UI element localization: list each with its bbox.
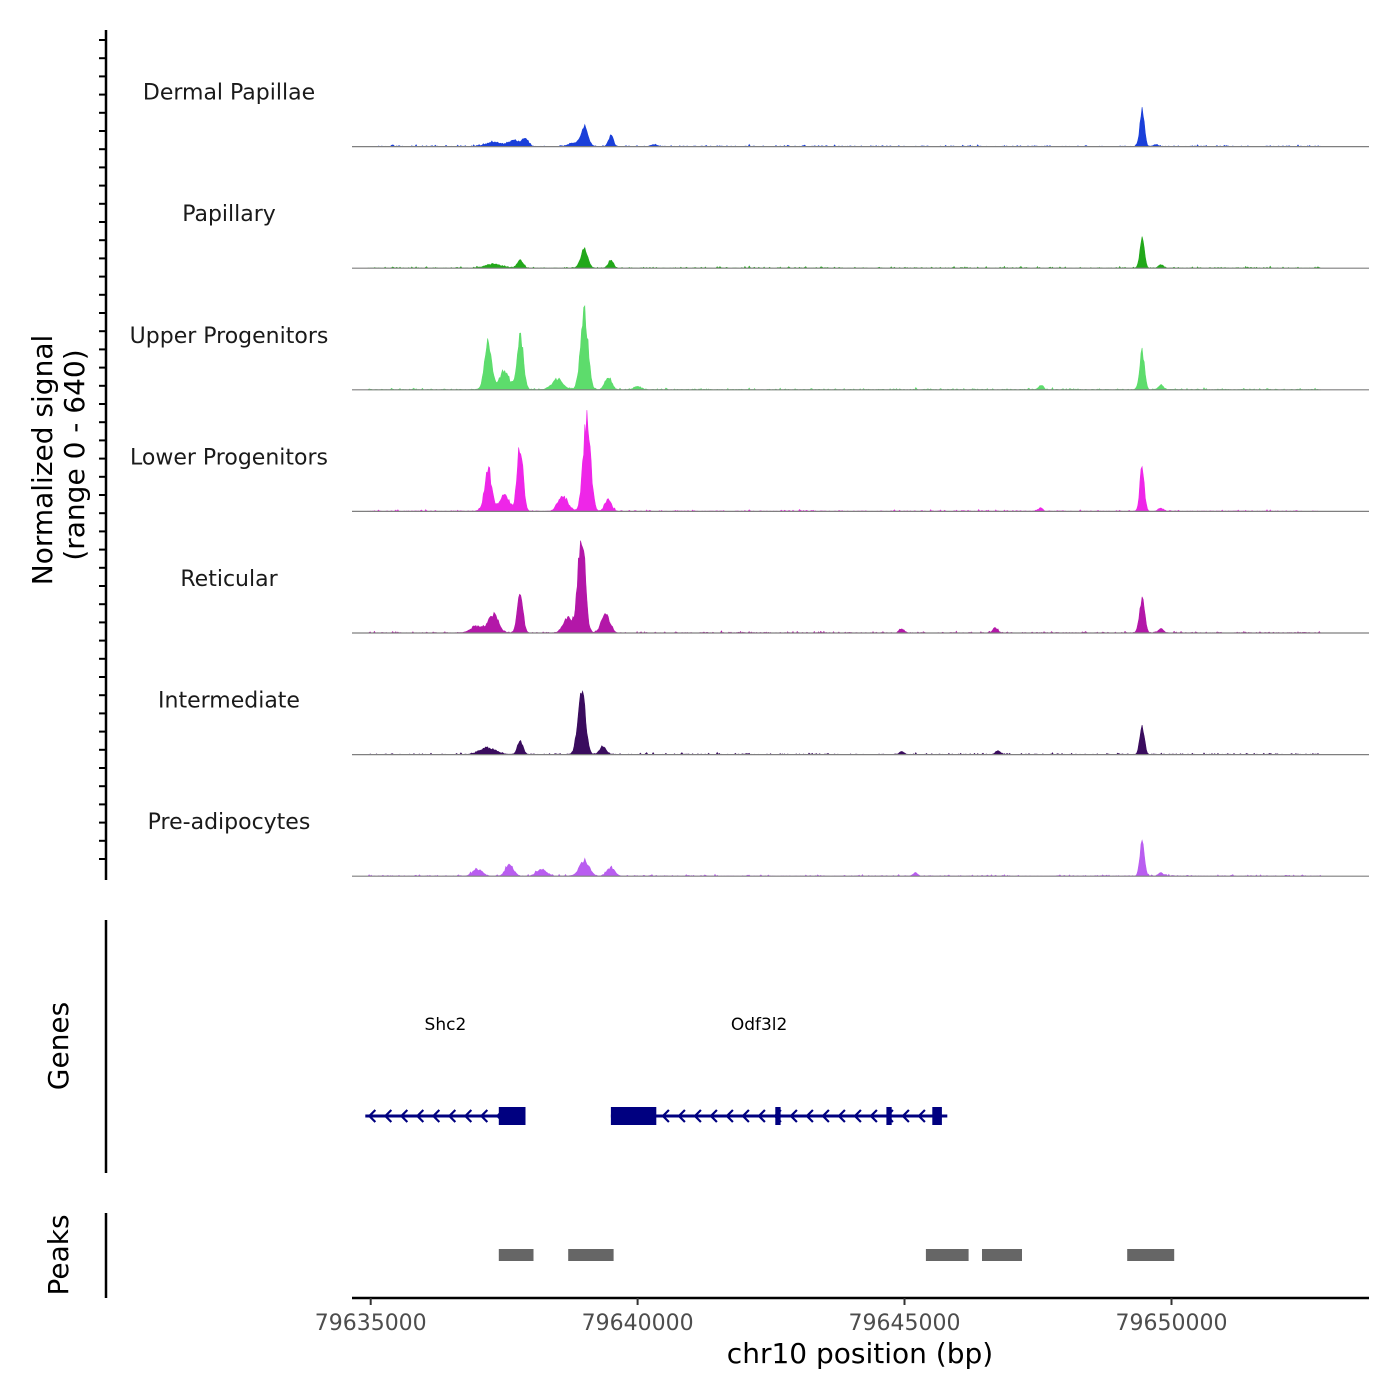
track-intermediate: Intermediate bbox=[158, 689, 1369, 756]
strand-arrow bbox=[789, 1109, 798, 1123]
genes-axis-title: Genes bbox=[42, 1002, 75, 1090]
strand-arrow bbox=[901, 1109, 910, 1123]
peak-track bbox=[498, 1249, 1175, 1261]
x-tick-label: 79635000 bbox=[315, 1311, 427, 1336]
gene-odf3l2: Odf3l2 bbox=[610, 1015, 948, 1125]
exon bbox=[886, 1107, 892, 1125]
signal-area bbox=[367, 410, 1321, 512]
signal-tracks: Dermal Papillae Papillary Upper Progenitor… bbox=[130, 81, 1369, 877]
strand-arrow bbox=[693, 1109, 702, 1123]
strand-arrow bbox=[447, 1109, 457, 1123]
exon bbox=[498, 1107, 526, 1125]
signal-area bbox=[367, 304, 1322, 391]
strand-arrow bbox=[725, 1109, 734, 1123]
strand-arrow bbox=[383, 1109, 393, 1123]
track-lower-progenitors: Lower Progenitors bbox=[130, 410, 1369, 512]
exon bbox=[610, 1107, 657, 1125]
peak-region bbox=[498, 1249, 534, 1261]
strand-arrow bbox=[415, 1109, 425, 1123]
y-axis-title: Normalized signal bbox=[26, 335, 59, 586]
strand-arrow bbox=[853, 1109, 862, 1123]
track-reticular: Reticular bbox=[180, 540, 1369, 634]
signal-area bbox=[367, 107, 1322, 147]
peaks-axis-title: Peaks bbox=[42, 1214, 75, 1295]
strand-arrow bbox=[463, 1109, 473, 1123]
gene-shc2: Shc2 bbox=[365, 1015, 526, 1125]
exon bbox=[775, 1107, 781, 1125]
signal-area bbox=[367, 236, 1322, 269]
strand-arrow bbox=[709, 1109, 718, 1123]
x-tick-label: 79650000 bbox=[1116, 1311, 1228, 1336]
gene-label: Shc2 bbox=[425, 1015, 467, 1035]
track-label: Upper Progenitors bbox=[130, 324, 329, 349]
strand-arrow bbox=[805, 1109, 814, 1123]
signal-area bbox=[367, 839, 1322, 877]
gene-track: Shc2 Odf3l2 bbox=[365, 1015, 948, 1125]
x-tick-label: 79645000 bbox=[849, 1311, 961, 1336]
x-tick-label: 79640000 bbox=[582, 1311, 694, 1336]
peak-region bbox=[982, 1249, 1022, 1261]
strand-arrow bbox=[479, 1109, 489, 1123]
track-label: Reticular bbox=[180, 567, 278, 592]
signal-y-ticks bbox=[99, 39, 106, 860]
strand-arrow bbox=[741, 1109, 750, 1123]
signal-area bbox=[367, 540, 1322, 634]
strand-arrow bbox=[837, 1109, 846, 1123]
strand-arrow bbox=[917, 1109, 926, 1123]
strand-arrow bbox=[869, 1109, 878, 1123]
peak-region bbox=[1127, 1249, 1175, 1261]
track-dermal-papillae: Dermal Papillae bbox=[143, 81, 1369, 148]
peak-region bbox=[568, 1249, 614, 1261]
track-label: Lower Progenitors bbox=[130, 445, 328, 470]
strand-arrow bbox=[399, 1109, 409, 1123]
x-axis-title: chr10 position (bp) bbox=[727, 1337, 993, 1370]
y-axis-range: (range 0 - 640) bbox=[58, 349, 91, 560]
gene-label: Odf3l2 bbox=[731, 1015, 788, 1035]
strand-arrow bbox=[757, 1109, 766, 1123]
strand-arrow bbox=[677, 1109, 686, 1123]
track-label: Intermediate bbox=[158, 689, 300, 714]
strand-arrow bbox=[821, 1109, 830, 1123]
track-label: Dermal Papillae bbox=[143, 81, 315, 106]
track-label: Papillary bbox=[182, 202, 276, 227]
strand-arrow bbox=[431, 1109, 441, 1123]
exon bbox=[932, 1107, 942, 1125]
track-label: Pre-adipocytes bbox=[148, 810, 311, 835]
track-papillary: Papillary bbox=[182, 202, 1369, 269]
track-upper-progenitors: Upper Progenitors bbox=[130, 304, 1369, 391]
strand-arrow bbox=[661, 1109, 670, 1123]
track-pre-adipocytes: Pre-adipocytes bbox=[148, 810, 1369, 877]
signal-area bbox=[367, 690, 1322, 756]
strand-arrow bbox=[367, 1109, 377, 1123]
x-axis-ticks: 79635000 79640000 79645000 79650000 bbox=[315, 1298, 1228, 1336]
peak-region bbox=[925, 1249, 969, 1261]
